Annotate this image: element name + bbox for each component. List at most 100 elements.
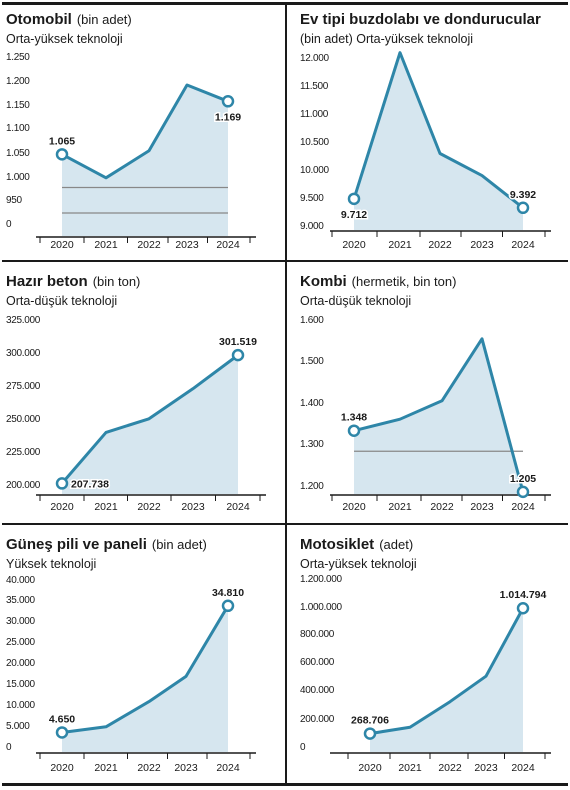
chart-subtitle: Orta-düşük teknoloji	[6, 294, 117, 308]
data-label: 9.712	[341, 209, 367, 221]
chart-title-main: Ev tipi buzdolabı ve dondurucular	[300, 11, 541, 28]
chart-title-unit: (bin adet)	[77, 12, 132, 27]
y-tick-label: 1.000.000	[300, 602, 343, 613]
y-tick-label: 40.000	[6, 575, 36, 586]
bottom-rule	[2, 783, 568, 786]
data-label: 1.065	[49, 135, 75, 147]
x-tick-label: 2023	[470, 239, 494, 251]
series-line	[352, 51, 524, 209]
series-line	[353, 337, 525, 493]
data-label: 9.392	[510, 189, 536, 201]
y-tick-label: 1.200	[6, 76, 30, 87]
data-label: 207.738	[71, 478, 109, 490]
series-area	[354, 52, 523, 231]
y-tick-label: 10.000	[300, 165, 330, 176]
y-tick-label: 250.000	[6, 414, 41, 425]
data-point-marker	[516, 485, 530, 499]
y-tick-label: 1.100	[6, 123, 30, 134]
data-label: 1.348	[341, 412, 367, 424]
y-tick-label: 10.000	[6, 700, 36, 711]
y-tick-label: 5.000	[6, 721, 30, 732]
data-point-marker	[347, 192, 361, 206]
x-tick-label: 2024	[511, 239, 535, 251]
data-label: 1.014.794	[500, 589, 547, 601]
chart-title-unit: (adet)	[379, 537, 413, 552]
x-tick-label: 2022	[137, 501, 161, 513]
x-tick-label: 2020	[50, 239, 74, 251]
series-area	[354, 338, 523, 494]
chart-title-unit: (bin adet)	[152, 537, 207, 552]
y-tick-label: 9.500	[300, 193, 324, 204]
chart-title: Otomobil (bin adet)	[6, 11, 132, 28]
y-tick-label: 300.000	[6, 348, 41, 359]
chart-title: Ev tipi buzdolabı ve dondurucular	[300, 11, 541, 28]
x-tick-label: 2022	[438, 762, 462, 774]
chart-title: Kombi (hermetik, bin ton)	[300, 273, 456, 290]
y-tick-label: 25.000	[6, 637, 36, 648]
x-tick-label: 2023	[474, 762, 498, 774]
data-label: 1.205	[510, 473, 536, 485]
series-area	[62, 605, 228, 752]
chart-title: Motosiklet (adet)	[300, 536, 413, 553]
chart-subtitle: (bin adet) Orta-yüksek teknoloji	[300, 32, 473, 46]
x-tick-label: 2023	[181, 501, 205, 513]
y-tick-label: 35.000	[6, 595, 36, 606]
chart-panel-6: Motosiklet (adet) Orta-yüksek teknoloji 0 20…	[300, 536, 551, 774]
y-tick-label: 200.000	[6, 480, 41, 491]
y-tick-label: 0	[300, 742, 306, 753]
series-line	[60, 353, 239, 485]
y-tick-label: 1.600	[300, 315, 324, 326]
y-tick-label: 11.000	[300, 109, 329, 120]
y-tick-label: 200.000	[300, 714, 335, 725]
chart-panel-5: Güneş pili ve paneli (bin adet) Yüksek tek…	[6, 536, 256, 774]
y-tick-label: 1.200	[300, 481, 324, 492]
x-tick-label: 2020	[50, 762, 74, 774]
data-point-marker	[221, 95, 235, 108]
x-tick-label: 2021	[94, 501, 118, 513]
y-tick-label: 9.000	[300, 221, 324, 232]
x-tick-label: 2024	[216, 239, 240, 251]
chart-title-main: Güneş pili ve paneli	[6, 536, 147, 553]
x-tick-label: 2024	[216, 762, 240, 774]
data-label: 268.706	[351, 715, 389, 727]
data-point-marker	[221, 599, 235, 613]
y-tick-label: 950	[6, 195, 23, 206]
column-divider	[285, 4, 287, 784]
x-tick-label: 2020	[342, 501, 366, 513]
data-point-marker	[363, 727, 377, 740]
chart-title-main: Hazır beton	[6, 273, 88, 290]
data-label: 1.169	[215, 111, 241, 123]
x-tick-label: 2022	[430, 501, 454, 513]
y-tick-label: 325.000	[6, 315, 41, 326]
x-tick-label: 2023	[174, 762, 198, 774]
x-tick-label: 2021	[388, 501, 412, 513]
chart-title-main: Otomobil	[6, 11, 72, 28]
y-tick-label: 275.000	[6, 381, 41, 392]
series-line	[61, 83, 229, 180]
x-tick-label: 2022	[137, 239, 161, 251]
data-point-marker	[516, 601, 530, 615]
y-tick-label: 20.000	[6, 658, 36, 669]
x-tick-label: 2021	[398, 762, 422, 774]
y-tick-label: 12.000	[300, 53, 330, 64]
x-tick-label: 2021	[94, 762, 118, 774]
chart-title-main: Motosiklet	[300, 536, 374, 553]
y-tick-label: 1.200.000	[300, 574, 343, 585]
x-tick-label: 2024	[511, 762, 535, 774]
chart-panel-1: Otomobil (bin adet) Orta-yüksek teknoloji 0…	[6, 11, 256, 251]
chart-title: Hazır beton (bin ton)	[6, 273, 140, 290]
chart-subtitle: Orta-düşük teknoloji	[300, 294, 411, 308]
x-tick-label: 2020	[342, 239, 366, 251]
chart-title: Güneş pili ve paneli (bin adet)	[6, 536, 207, 553]
x-tick-label: 2021	[388, 239, 412, 251]
data-point-marker	[231, 348, 245, 362]
chart-subtitle: Orta-yüksek teknoloji	[300, 557, 417, 571]
y-tick-label: 0	[6, 742, 12, 753]
y-tick-label: 1.000	[6, 172, 30, 183]
y-tick-label: 15.000	[6, 679, 36, 690]
chart-title-unit: (bin ton)	[93, 274, 141, 289]
y-tick-label: 10.500	[300, 137, 330, 148]
y-tick-label: 30.000	[6, 616, 36, 627]
y-tick-label: 0	[6, 219, 12, 230]
